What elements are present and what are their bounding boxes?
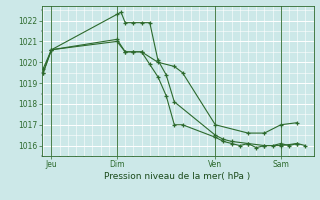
X-axis label: Pression niveau de la mer( hPa ): Pression niveau de la mer( hPa ): [104, 172, 251, 181]
